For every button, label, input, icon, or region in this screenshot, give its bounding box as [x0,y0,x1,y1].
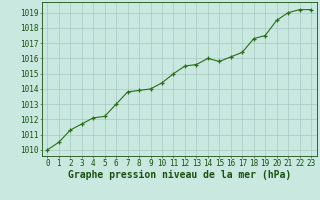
X-axis label: Graphe pression niveau de la mer (hPa): Graphe pression niveau de la mer (hPa) [68,170,291,180]
